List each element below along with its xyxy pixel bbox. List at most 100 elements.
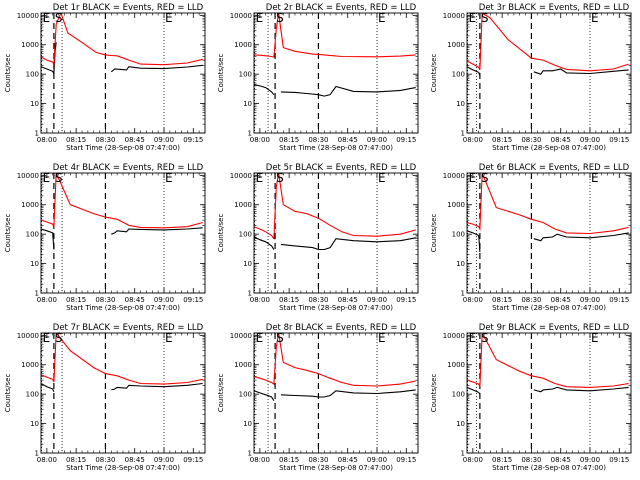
x-tick-label: 08:00 [463, 456, 483, 464]
marker-label-e: E [378, 171, 386, 185]
x-tick-label: 09:15 [609, 136, 629, 144]
marker-label-e: E [591, 11, 599, 25]
chart-title: Det 8r BLACK = Events, RED = LLD [266, 323, 417, 333]
y-axis-label: Counts/sec [430, 374, 438, 413]
chart-title: Det 7r BLACK = Events, RED = LLD [53, 323, 204, 333]
y-tick-label: 10 [456, 260, 465, 268]
x-tick-label: 08:30 [95, 296, 115, 304]
x-tick-label: 09:15 [396, 456, 416, 464]
series-events-line-segment [533, 68, 629, 75]
y-tick-label: 1000 [21, 41, 39, 49]
y-tick-label: 100 [452, 391, 465, 399]
x-tick-label: 09:00 [154, 136, 174, 144]
marker-label-s: S [276, 11, 284, 25]
plot-frame [40, 12, 206, 134]
chart-svg-p3: Det 3r BLACK = Events, RED = LLD 1 10 100 10… [430, 3, 632, 152]
marker-label-e: E [256, 331, 264, 345]
x-tick-label: 09:15 [396, 296, 416, 304]
x-tick-label: 08:15 [279, 296, 299, 304]
x-tick-label: 08:15 [279, 456, 299, 464]
x-tick-label: 08:00 [250, 136, 270, 144]
panel-p9: Det 9r BLACK = Events, RED = LLD 1 10 100 10… [426, 320, 639, 480]
series-events-line-segment [533, 386, 629, 393]
series-events-line-segment [280, 237, 416, 251]
marker-label-e: E [378, 331, 386, 345]
x-tick-label: 09:15 [609, 296, 629, 304]
series-events-line-segment [280, 389, 416, 398]
plot-frame [466, 12, 632, 134]
marker-label-e: E [469, 11, 477, 25]
plot-area [467, 173, 629, 293]
y-tick-label: 10000 [443, 332, 465, 340]
x-tick-label: 08:00 [250, 296, 270, 304]
marker-label-e: E [378, 11, 386, 25]
x-tick-label: 08:45 [551, 296, 571, 304]
y-axis-label: Counts/sec [430, 214, 438, 253]
series-events-line [41, 383, 55, 393]
x-tick-label: 08:45 [338, 136, 358, 144]
plot-area [467, 13, 629, 133]
y-tick-label: 100 [452, 71, 465, 79]
y-tick-label: 10000 [230, 172, 252, 180]
x-tick-label: 09:00 [580, 136, 600, 144]
y-tick-label: 10 [243, 420, 252, 428]
panel-p7: Det 7r BLACK = Events, RED = LLD 1 10 100 10… [0, 320, 213, 480]
x-tick-label: 08:15 [279, 136, 299, 144]
x-tick-label: 08:15 [492, 456, 512, 464]
plot-area [467, 333, 629, 453]
series-events-line [467, 66, 481, 76]
series-lld-line [254, 173, 416, 241]
y-tick-label: 1 [461, 290, 465, 298]
x-tick-label: 09:00 [580, 456, 600, 464]
marker-label-e: E [43, 171, 51, 185]
marker-label-e: E [591, 331, 599, 345]
chart-title: Det 4r BLACK = Events, RED = LLD [53, 163, 204, 173]
plot-frame [253, 172, 419, 294]
y-tick-label: 1 [248, 130, 252, 138]
chart-svg-p2: Det 2r BLACK = Events, RED = LLD 1 10 100 10… [217, 3, 419, 152]
series-lld-line [41, 173, 203, 229]
y-axis-label: Counts/sec [217, 374, 225, 413]
series-lld-line [467, 173, 629, 235]
x-tick-label: 09:00 [154, 296, 174, 304]
y-axis-label: Counts/sec [4, 54, 12, 93]
y-tick-label: 10000 [17, 12, 39, 20]
chart-svg-p5: Det 5r BLACK = Events, RED = LLD 1 10 100 10… [217, 163, 419, 312]
panel-p6: Det 6r BLACK = Events, RED = LLD 1 10 100 10… [426, 160, 639, 320]
x-tick-label: 08:30 [308, 296, 328, 304]
marker-label-e: E [165, 171, 173, 185]
y-tick-label: 100 [239, 231, 252, 239]
x-tick-label: 08:45 [125, 456, 145, 464]
marker-label-s: S [481, 171, 489, 185]
chart-title: Det 3r BLACK = Events, RED = LLD [479, 3, 630, 13]
y-axis-label: Counts/sec [217, 54, 225, 93]
x-tick-label: 08:15 [492, 296, 512, 304]
y-tick-label: 10000 [230, 12, 252, 20]
y-tick-label: 1000 [234, 201, 252, 209]
x-axis-label: Start Time (28-Sep-08 07:47:00) [492, 304, 606, 312]
y-tick-label: 10000 [230, 332, 252, 340]
y-tick-label: 10 [30, 420, 39, 428]
chart-title: Det 1r BLACK = Events, RED = LLD [53, 3, 204, 13]
y-tick-label: 1000 [447, 361, 465, 369]
chart-svg-p1: Det 1r BLACK = Events, RED = LLD 1 10 100 10… [4, 3, 206, 152]
y-tick-label: 10 [243, 100, 252, 108]
marker-label-e: E [165, 11, 173, 25]
x-tick-label: 08:30 [308, 136, 328, 144]
y-tick-label: 10 [243, 260, 252, 268]
chart-title: Det 9r BLACK = Events, RED = LLD [479, 323, 630, 333]
panel-p8: Det 8r BLACK = Events, RED = LLD 1 10 100 10… [213, 320, 426, 480]
y-tick-label: 10000 [17, 332, 39, 340]
y-tick-label: 1 [248, 450, 252, 458]
y-tick-label: 1000 [447, 201, 465, 209]
y-tick-label: 100 [452, 231, 465, 239]
x-tick-label: 08:00 [463, 296, 483, 304]
x-tick-label: 08:00 [463, 136, 483, 144]
x-tick-label: 08:00 [37, 136, 57, 144]
series-events-line [254, 83, 275, 96]
y-tick-label: 10 [456, 100, 465, 108]
y-axis-label: Counts/sec [4, 374, 12, 413]
plot-frame [466, 172, 632, 294]
panel-p2: Det 2r BLACK = Events, RED = LLD 1 10 100 10… [213, 0, 426, 160]
